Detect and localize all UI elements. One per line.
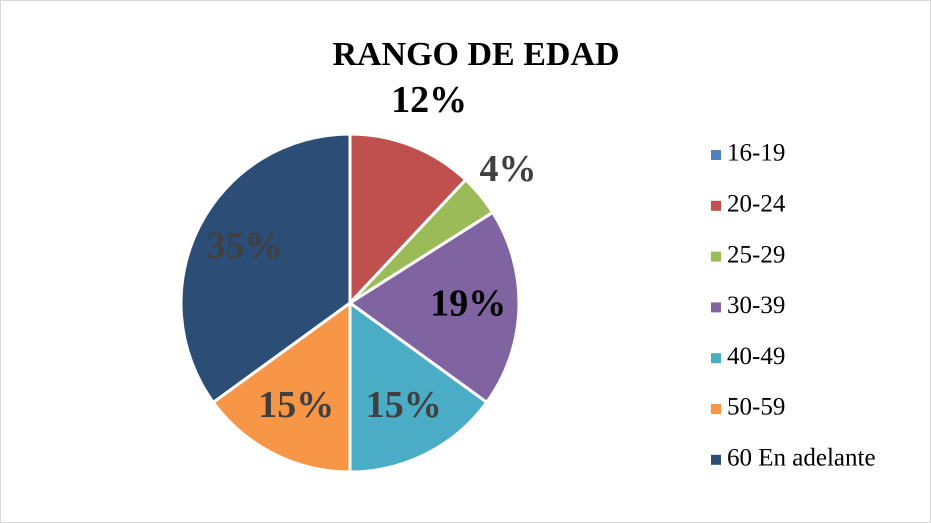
legend-label: 40-49 bbox=[727, 343, 785, 370]
pie-slice bbox=[348, 300, 489, 474]
data-label: 15% bbox=[366, 384, 442, 426]
pie-slice bbox=[347, 210, 521, 405]
legend-swatch bbox=[711, 404, 721, 414]
legend-label: 30-39 bbox=[727, 292, 785, 319]
legend-label: 60 En adelante bbox=[727, 445, 876, 472]
data-label: 12% bbox=[391, 79, 467, 121]
data-label: 15% bbox=[258, 384, 334, 426]
data-label: 19% bbox=[430, 282, 506, 324]
legend-swatch bbox=[711, 454, 721, 465]
pie-slice bbox=[211, 300, 352, 474]
legend-swatch bbox=[711, 150, 721, 160]
data-label: 4% bbox=[479, 148, 536, 190]
legend-label: 25-29 bbox=[727, 241, 785, 268]
legend-swatch bbox=[711, 200, 721, 211]
chart-title: RANGO DE EDAD bbox=[332, 36, 619, 73]
legend-swatch bbox=[711, 353, 721, 364]
legend-swatch bbox=[711, 251, 721, 262]
pie-slice bbox=[348, 132, 468, 307]
data-label: 35% bbox=[207, 225, 283, 267]
legend-label: 20-24 bbox=[727, 191, 786, 218]
legend-label: 16-19 bbox=[727, 140, 785, 167]
pie-slice bbox=[179, 132, 352, 405]
legend-swatch bbox=[711, 302, 721, 313]
legend-label: 50-59 bbox=[727, 394, 785, 421]
